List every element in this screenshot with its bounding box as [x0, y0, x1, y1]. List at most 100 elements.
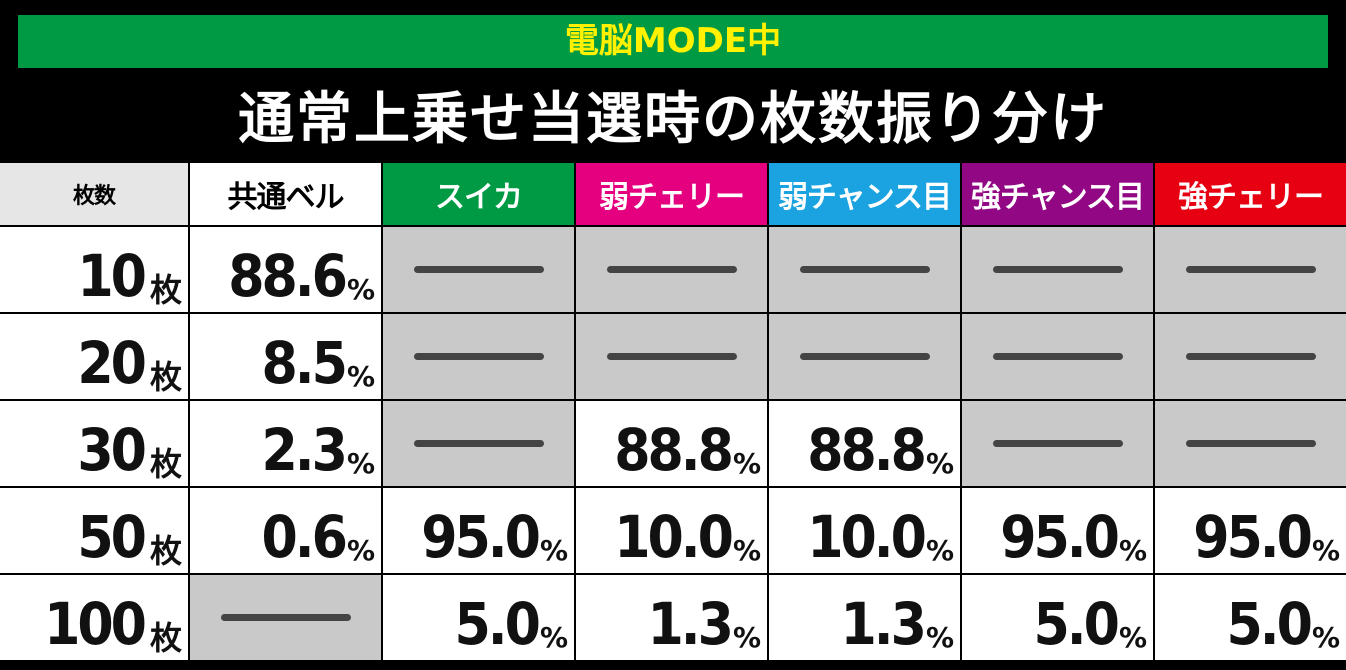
rate-cell: 10.0%	[576, 488, 767, 573]
dash-bar	[1185, 440, 1316, 447]
column-header: 強チャンス目	[962, 163, 1153, 225]
dash-bar	[992, 266, 1123, 273]
rate-cell: 8.5%	[190, 314, 381, 399]
cell-value: 5.0	[454, 590, 541, 658]
empty-cell	[383, 227, 574, 312]
cell-unit: %	[925, 534, 954, 567]
cell-unit: %	[1118, 621, 1147, 654]
dash-bar	[413, 353, 544, 360]
dash-bar	[413, 266, 544, 273]
table: 枚数 共通ベル スイカ 弱チェリー 弱チャンス目 強チャンス目 強チェリー 10 枚 88.6% 2…	[0, 163, 1346, 660]
row-label: 20 枚	[0, 314, 188, 399]
cell-value: 8.5	[261, 329, 348, 397]
dash-bar	[992, 440, 1123, 447]
cell-value: 10.0	[614, 503, 734, 571]
cell-unit: 枚	[149, 619, 182, 657]
cell-unit: %	[1311, 621, 1340, 654]
row-label: 100 枚	[0, 575, 188, 660]
rate-cell: 5.0%	[962, 575, 1153, 660]
cell-value: 5.0	[1033, 590, 1120, 658]
cell-value: 88.6	[228, 242, 348, 310]
empty-cell	[576, 314, 767, 399]
rate-cell: 1.3%	[769, 575, 960, 660]
cell-unit: %	[925, 621, 954, 654]
cell-value: 95.0	[421, 503, 541, 571]
dash-bar	[992, 353, 1123, 360]
rate-cell: 95.0%	[962, 488, 1153, 573]
mode-banner: 電脳MODE中	[18, 15, 1328, 68]
empty-cell	[962, 314, 1153, 399]
rate-cell: 5.0%	[383, 575, 574, 660]
empty-cell	[190, 575, 381, 660]
cell-unit: %	[539, 621, 568, 654]
cell-unit: %	[1118, 534, 1147, 567]
row-label: 10 枚	[0, 227, 188, 312]
rate-cell: 88.8%	[769, 401, 960, 486]
dash-bar	[606, 353, 737, 360]
cell-value: 100	[44, 590, 147, 658]
empty-cell	[1155, 401, 1346, 486]
cell-value: 2.3	[261, 416, 348, 484]
rate-cell: 95.0%	[383, 488, 574, 573]
rate-cell: 5.0%	[1155, 575, 1346, 660]
title: 通常上乗せ当選時の枚数振り分け	[238, 87, 1108, 152]
column-header: 共通ベル	[190, 163, 381, 225]
column-header: 枚数	[0, 163, 188, 225]
cell-unit: 枚	[149, 445, 182, 483]
empty-cell	[769, 227, 960, 312]
column-header: 強チェリー	[1155, 163, 1346, 225]
rate-cell: 10.0%	[769, 488, 960, 573]
cell-value: 5.0	[1226, 590, 1313, 658]
cell-unit: %	[539, 534, 568, 567]
empty-cell	[962, 401, 1153, 486]
column-header: 弱チャンス目	[769, 163, 960, 225]
empty-cell	[1155, 227, 1346, 312]
cell-value: 50	[77, 503, 147, 571]
cell-value: 95.0	[1193, 503, 1313, 571]
rate-cell: 0.6%	[190, 488, 381, 573]
dash-bar	[799, 266, 930, 273]
rate-cell: 2.3%	[190, 401, 381, 486]
empty-cell	[769, 314, 960, 399]
cell-unit: 枚	[149, 271, 182, 309]
cell-value: 95.0	[1000, 503, 1120, 571]
dash-bar	[1185, 353, 1316, 360]
cell-value: 1.3	[647, 590, 734, 658]
cell-unit: %	[346, 447, 375, 480]
dash-bar	[1185, 266, 1316, 273]
cell-unit: %	[1311, 534, 1340, 567]
cell-value: 10.0	[807, 503, 927, 571]
cell-unit: %	[346, 534, 375, 567]
dash-bar	[606, 266, 737, 273]
empty-cell	[576, 227, 767, 312]
rate-cell: 1.3%	[576, 575, 767, 660]
cell-unit: %	[346, 273, 375, 306]
empty-cell	[1155, 314, 1346, 399]
cell-unit: %	[732, 534, 761, 567]
row-label: 50 枚	[0, 488, 188, 573]
cell-value: 88.8	[807, 416, 927, 484]
empty-cell	[383, 314, 574, 399]
rate-cell: 95.0%	[1155, 488, 1346, 573]
cell-value: 10	[77, 242, 147, 310]
dash-bar	[220, 614, 351, 621]
cell-unit: 枚	[149, 358, 182, 396]
rate-cell: 88.6%	[190, 227, 381, 312]
cell-unit: 枚	[149, 532, 182, 570]
cell-unit: %	[346, 360, 375, 393]
cell-value: 30	[77, 416, 147, 484]
empty-cell	[383, 401, 574, 486]
dash-bar	[413, 440, 544, 447]
cell-value: 88.8	[614, 416, 734, 484]
cell-unit: %	[732, 621, 761, 654]
cell-value: 1.3	[840, 590, 927, 658]
dash-bar	[799, 353, 930, 360]
cell-unit: %	[925, 447, 954, 480]
column-header: 弱チェリー	[576, 163, 767, 225]
cell-value: 0.6	[261, 503, 348, 571]
cell-unit: %	[732, 447, 761, 480]
column-header: スイカ	[383, 163, 574, 225]
empty-cell	[962, 227, 1153, 312]
row-label: 30 枚	[0, 401, 188, 486]
